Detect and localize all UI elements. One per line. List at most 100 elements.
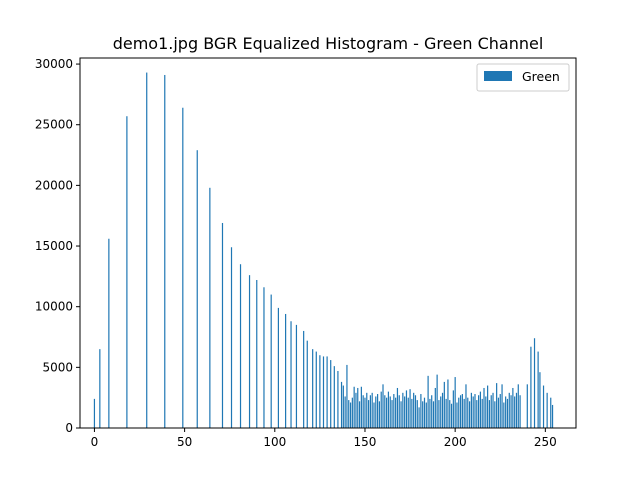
bar-179: [416, 400, 418, 428]
bar-149: [362, 395, 364, 428]
bar-208: [468, 401, 471, 428]
bar-129: [326, 356, 328, 428]
bar-154: [371, 392, 373, 428]
bar-123: [315, 351, 317, 428]
legend-box: [476, 63, 570, 92]
y-tick-label: 20000: [35, 178, 73, 192]
bar-178: [414, 395, 417, 428]
bar-218: [487, 385, 489, 428]
x-tick-label: 50: [177, 435, 192, 449]
x-axis: 0 50 100 150 200 250: [91, 428, 557, 449]
bar-249: [542, 385, 545, 428]
bar-232: [512, 387, 514, 428]
bar-202: [458, 397, 460, 428]
bar-211: [474, 394, 476, 428]
bar-160: [382, 384, 384, 428]
bar-217: [485, 396, 487, 428]
bar-216: [483, 387, 485, 428]
y-tick-label: 25000: [35, 118, 73, 132]
bar-39: [164, 74, 166, 428]
bar-3: [99, 349, 101, 428]
bar-246: [537, 351, 539, 428]
bar-157: [377, 394, 379, 428]
bar-106: [285, 313, 287, 428]
bar-228: [505, 396, 507, 428]
bar-189: [434, 387, 436, 428]
bar-195: [445, 398, 447, 428]
bar-235: [517, 384, 519, 428]
bar-163: [387, 391, 390, 428]
bar-158: [378, 401, 380, 428]
bar-185: [427, 375, 429, 428]
bar-182: [422, 401, 424, 428]
y-tick-label: 5000: [42, 360, 73, 374]
bar-190: [436, 374, 438, 428]
x-tick-label: 0: [91, 435, 99, 449]
bar-221: [492, 392, 494, 428]
bar-180: [418, 407, 420, 428]
bar-196: [447, 379, 449, 428]
bar-229: [506, 398, 509, 428]
bar-131: [330, 360, 332, 428]
bar-174: [407, 397, 409, 428]
bar-76: [230, 247, 233, 428]
bar-173: [405, 390, 408, 428]
bar-138: [342, 385, 344, 428]
bar-137: [340, 381, 343, 428]
bar-201: [456, 402, 458, 428]
bar-133: [333, 366, 335, 428]
bar-209: [470, 392, 472, 428]
bar-186: [429, 398, 431, 428]
bar-series-green: [93, 72, 554, 429]
bar-223: [496, 383, 498, 428]
chart-title: demo1.jpg BGR Equalized Histogram - Gree…: [113, 34, 544, 53]
bar-244: [533, 338, 536, 428]
bar-188: [432, 401, 435, 428]
bar-170: [400, 401, 402, 428]
bar-125: [319, 355, 321, 428]
bar-145: [355, 392, 357, 428]
bar-213: [478, 395, 480, 428]
bar-165: [391, 400, 393, 428]
bar-64: [209, 187, 211, 428]
y-tick-label: 15000: [35, 239, 73, 253]
bar-166: [393, 394, 395, 428]
bar-233: [514, 396, 516, 428]
bar-151: [366, 392, 368, 428]
bar-240: [526, 384, 528, 428]
bar-146: [357, 387, 359, 428]
y-tick-label: 30000: [35, 57, 73, 71]
bar-230: [508, 392, 510, 428]
bar-192: [440, 396, 442, 428]
bar-127: [322, 356, 325, 428]
y-tick-label: 10000: [35, 300, 73, 314]
x-tick-label: 150: [354, 435, 377, 449]
x-tick-label: 200: [444, 435, 467, 449]
bar-144: [353, 386, 355, 428]
bar-187: [431, 395, 433, 428]
legend-label-green: Green: [522, 69, 560, 84]
bar-172: [404, 396, 406, 428]
bar-98: [270, 294, 272, 428]
bar-112: [295, 324, 298, 428]
bar-177: [413, 392, 415, 428]
bar-254: [551, 404, 554, 428]
bar-207: [467, 397, 469, 428]
bar-109: [290, 321, 292, 428]
bar-184: [425, 402, 427, 428]
bar-164: [389, 396, 391, 428]
bar-193: [441, 392, 444, 428]
bar-203: [459, 395, 462, 428]
bar-135: [337, 370, 339, 428]
bar-29: [146, 72, 148, 428]
bar-212: [476, 400, 478, 428]
bar-234: [515, 392, 518, 428]
bar-57: [196, 150, 198, 428]
bar-90: [256, 280, 258, 428]
x-tick-label: 100: [263, 435, 286, 449]
bar-162: [386, 397, 388, 428]
bar-197: [449, 400, 451, 428]
bar-210: [472, 396, 474, 428]
bar-176: [411, 398, 413, 428]
bar-200: [454, 377, 456, 428]
